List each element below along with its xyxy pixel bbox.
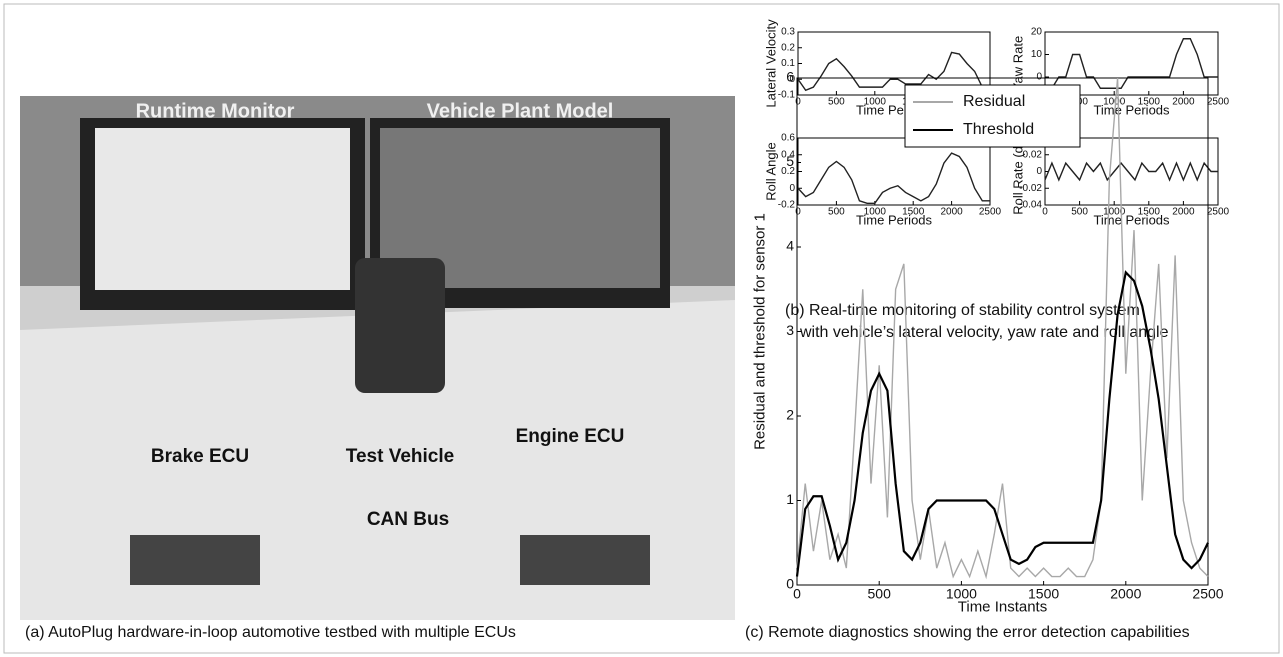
x-tick-label: 500	[828, 207, 845, 218]
figure: Runtime Monitor Vehicle Plant Model Brak…	[0, 0, 1283, 657]
photo-label: Runtime Monitor	[136, 100, 295, 122]
x-tick-label: 2000	[1110, 586, 1141, 602]
x-axis-label: Time Periods	[856, 212, 933, 227]
x-tick-label: 0	[1042, 207, 1048, 218]
y-axis-label: Residual and threshold for sensor 1	[752, 213, 769, 450]
test-vehicle-shape	[355, 258, 445, 393]
y-tick-label: 10	[1031, 49, 1043, 60]
y-tick-label: 0	[786, 576, 794, 592]
y-tick-label: -0.1	[778, 90, 796, 101]
caption: (c) Remote diagnostics showing the error…	[745, 624, 1190, 641]
x-tick-label: 2500	[1192, 586, 1223, 602]
y-tick-label: 0	[1036, 72, 1042, 83]
photo: Runtime Monitor Vehicle Plant Model Brak…	[20, 96, 735, 620]
y-tick-label: 4	[786, 238, 794, 254]
y-tick-label: 0	[789, 183, 795, 194]
y-tick-label: 0	[1036, 166, 1042, 177]
x-tick-label: 2000	[1172, 97, 1195, 108]
x-tick-label: 0	[795, 207, 801, 218]
line-series	[798, 153, 990, 203]
line-series	[1045, 163, 1218, 180]
y-tick-label: 0.1	[781, 58, 795, 69]
y-tick-label: -0.2	[778, 200, 796, 211]
x-tick-label: 2000	[1172, 207, 1195, 218]
x-tick-label: 0	[793, 586, 801, 602]
y-axis-label: Lateral Velocity	[763, 19, 778, 108]
y-axis-label: Roll Angle	[763, 142, 778, 201]
photo-label: Engine ECU	[516, 426, 625, 447]
caption: (b) Real-time monitoring of stability co…	[785, 302, 1140, 319]
caption: (a) AutoPlug hardware-in-loop automotive…	[25, 624, 516, 641]
monitor-left-screen	[95, 128, 350, 290]
gateway-board-right	[520, 535, 650, 585]
photo-label: Test Vehicle	[346, 446, 454, 467]
photo-label: Brake ECU	[151, 446, 249, 467]
y-tick-label: 0.3	[781, 27, 795, 38]
x-tick-label: 2500	[1207, 207, 1230, 218]
legend-label: Residual	[963, 93, 1025, 110]
figure-canvas: Runtime Monitor Vehicle Plant Model Brak…	[0, 0, 1283, 657]
x-tick-label: 2500	[979, 207, 1002, 218]
photo-label: CAN Bus	[367, 509, 449, 530]
y-tick-label: 1	[786, 491, 794, 507]
y-tick-label: 6	[786, 69, 794, 85]
x-tick-label: 0	[795, 97, 801, 108]
y-tick-label: 5	[786, 153, 794, 169]
photo-label: Vehicle Plant Model	[427, 100, 614, 122]
x-tick-label: 2000	[940, 207, 963, 218]
x-axis-label: Time Instants	[958, 598, 1047, 615]
x-axis-label: Time Periods	[1093, 212, 1170, 227]
y-axis-label: Yaw Rate	[1010, 36, 1025, 91]
legend-label: Threshold	[963, 121, 1034, 138]
x-tick-label: 2500	[1207, 97, 1230, 108]
y-tick-label: 3	[786, 322, 794, 338]
x-tick-label: 500	[828, 97, 845, 108]
line-series	[1045, 39, 1218, 89]
x-axis-label: Time Periods	[1093, 102, 1170, 117]
y-tick-label: 2	[786, 407, 794, 423]
plot-area	[1045, 138, 1218, 205]
y-tick-label: 0.2	[781, 42, 795, 53]
x-tick-label: 500	[868, 586, 892, 602]
y-tick-label: 0.6	[781, 133, 795, 144]
x-tick-label: 500	[1071, 207, 1088, 218]
gateway-board-left	[130, 535, 260, 585]
y-tick-label: 0.02	[1023, 149, 1043, 160]
caption: with vehicle’s lateral velocity, yaw rat…	[799, 324, 1169, 341]
y-tick-label: 20	[1031, 27, 1043, 38]
